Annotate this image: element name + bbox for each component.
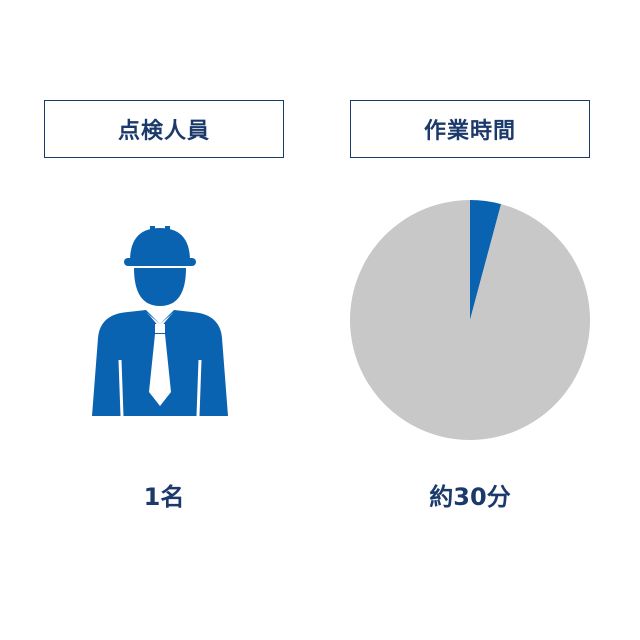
pie-slice-work-time [470, 200, 502, 320]
worker-with-hardhat-icon [92, 226, 228, 416]
work-time-value: 約30分 [350, 474, 590, 514]
inspection-staff-label-text: 点検人員 [117, 119, 210, 144]
inspection-staff-value: 1名 [44, 474, 284, 514]
work-time-label: 作業時間 [350, 100, 590, 158]
work-time-pie-chart [350, 200, 590, 440]
work-time-label-text: 作業時間 [423, 119, 516, 144]
inspection-staff-label: 点検人員 [44, 100, 284, 158]
inspection-staff-value-text: 1名 [143, 482, 185, 511]
work-time-value-text: 約30分 [429, 482, 511, 511]
pie-slice-remainder [350, 200, 590, 440]
